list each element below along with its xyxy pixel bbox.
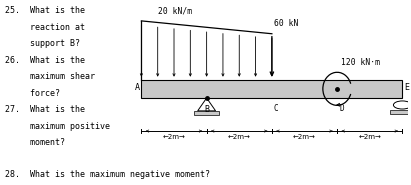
Text: maximum shear: maximum shear — [5, 72, 95, 81]
Text: 27.  What is the: 27. What is the — [5, 105, 85, 114]
Text: A: A — [134, 83, 139, 92]
Text: B: B — [204, 105, 209, 114]
Text: 28.  What is the maximum negative moment?: 28. What is the maximum negative moment? — [5, 170, 210, 179]
Text: E: E — [404, 83, 409, 92]
Text: moment?: moment? — [5, 138, 65, 147]
Bar — [390, 110, 411, 114]
Circle shape — [393, 101, 411, 109]
Text: support B?: support B? — [5, 39, 80, 48]
Text: 60 kN: 60 kN — [274, 19, 298, 28]
Text: reaction at: reaction at — [5, 23, 85, 32]
Bar — [194, 111, 219, 115]
Text: ←2m→: ←2m→ — [358, 134, 381, 140]
Text: C: C — [274, 104, 279, 112]
Text: 120 kN·m: 120 kN·m — [341, 58, 380, 67]
Text: 26.  What is the: 26. What is the — [5, 56, 85, 65]
Text: ←2m→: ←2m→ — [163, 134, 185, 140]
Text: 20 kN/m: 20 kN/m — [158, 6, 192, 15]
Text: force?: force? — [5, 89, 60, 98]
Text: D: D — [339, 104, 344, 112]
Polygon shape — [198, 98, 216, 111]
Text: ←2m→: ←2m→ — [293, 134, 316, 140]
Bar — [141, 80, 402, 98]
Text: 25.  What is the: 25. What is the — [5, 6, 85, 15]
Text: ←2m→: ←2m→ — [228, 134, 251, 140]
Text: maximum positive: maximum positive — [5, 122, 110, 131]
